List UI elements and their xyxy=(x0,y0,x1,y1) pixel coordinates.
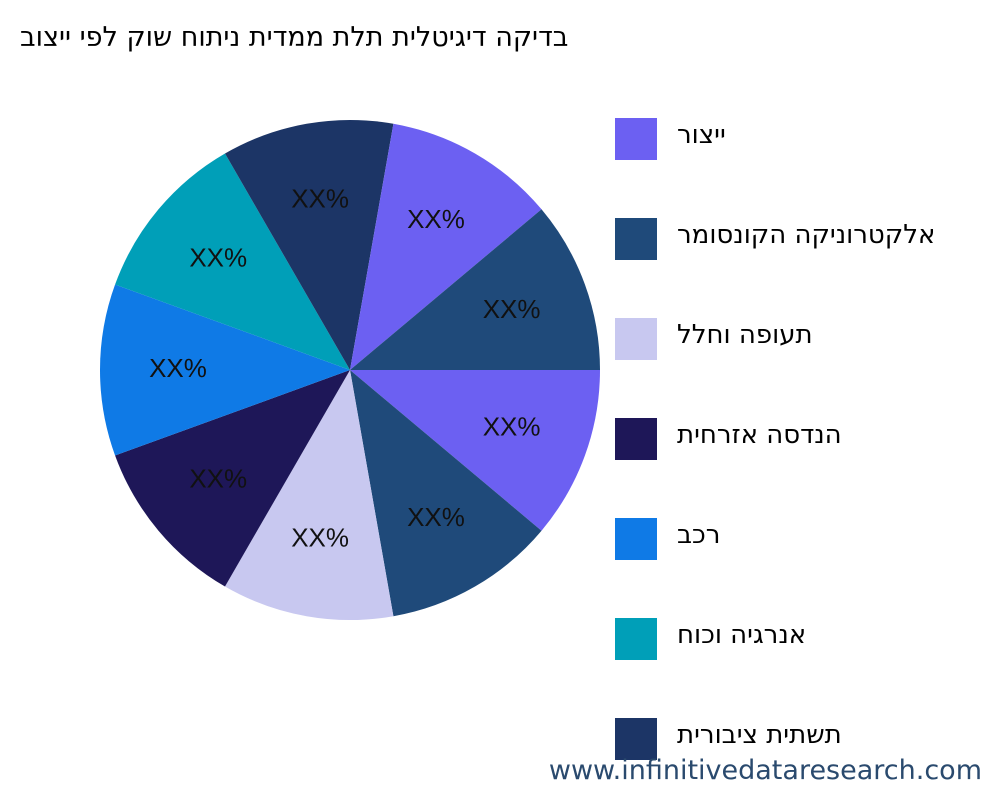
legend-label: תשתית ציבורית xyxy=(677,720,842,750)
slice-label: XX% xyxy=(291,522,349,552)
legend-label: תעופה וחלל xyxy=(677,320,813,350)
legend-label: אלקטרוניקה הקונסומר xyxy=(677,220,936,250)
legend-item: ייצור xyxy=(615,118,977,162)
pie-slice xyxy=(350,370,542,617)
legend-item: תעופה וחלל xyxy=(615,318,977,362)
legend-label: רכב xyxy=(677,520,721,550)
slice-label: XX% xyxy=(407,204,465,234)
slice-label: XX% xyxy=(407,502,465,532)
slice-label: XX% xyxy=(483,294,541,324)
pie-slice xyxy=(99,284,350,456)
legend-item: תשתית ציבורית xyxy=(615,718,977,762)
legend-swatch xyxy=(615,618,657,660)
pie-slice xyxy=(350,123,542,370)
legend-item: הנדסה אזרחית xyxy=(615,418,977,462)
legend-swatch xyxy=(615,318,657,360)
slice-label: XX% xyxy=(189,242,247,272)
pie-slice xyxy=(225,370,394,621)
pie-slice xyxy=(115,370,350,587)
slice-label: XX% xyxy=(483,412,541,442)
legend-swatch xyxy=(615,718,657,760)
slice-label: XX% xyxy=(291,183,349,213)
pie-slice xyxy=(225,120,394,371)
pie-slice xyxy=(350,370,600,531)
watermark: www.infinitivedataresearch.com xyxy=(548,755,982,786)
legend-label: הנדסה אזרחית xyxy=(677,420,842,450)
legend-item: אנרגיה וכוח xyxy=(615,618,977,662)
legend-swatch xyxy=(615,518,657,560)
pie-slice xyxy=(115,153,350,370)
legend-item: אלקטרוניקה הקונסומר xyxy=(615,218,977,262)
legend-swatch xyxy=(615,218,657,260)
slice-label: XX% xyxy=(149,353,207,383)
pie-slice xyxy=(350,209,600,370)
legend-swatch xyxy=(615,118,657,160)
legend-label: אנרגיה וכוח xyxy=(677,620,807,650)
legend-item: רכב xyxy=(615,518,977,562)
chart-title: בדיקה דיגיטלית תלת ממדית ניתוח שוק לפי י… xyxy=(20,22,569,53)
slice-label: XX% xyxy=(189,463,247,493)
legend-swatch xyxy=(615,418,657,460)
legend-label: ייצור xyxy=(677,120,726,150)
